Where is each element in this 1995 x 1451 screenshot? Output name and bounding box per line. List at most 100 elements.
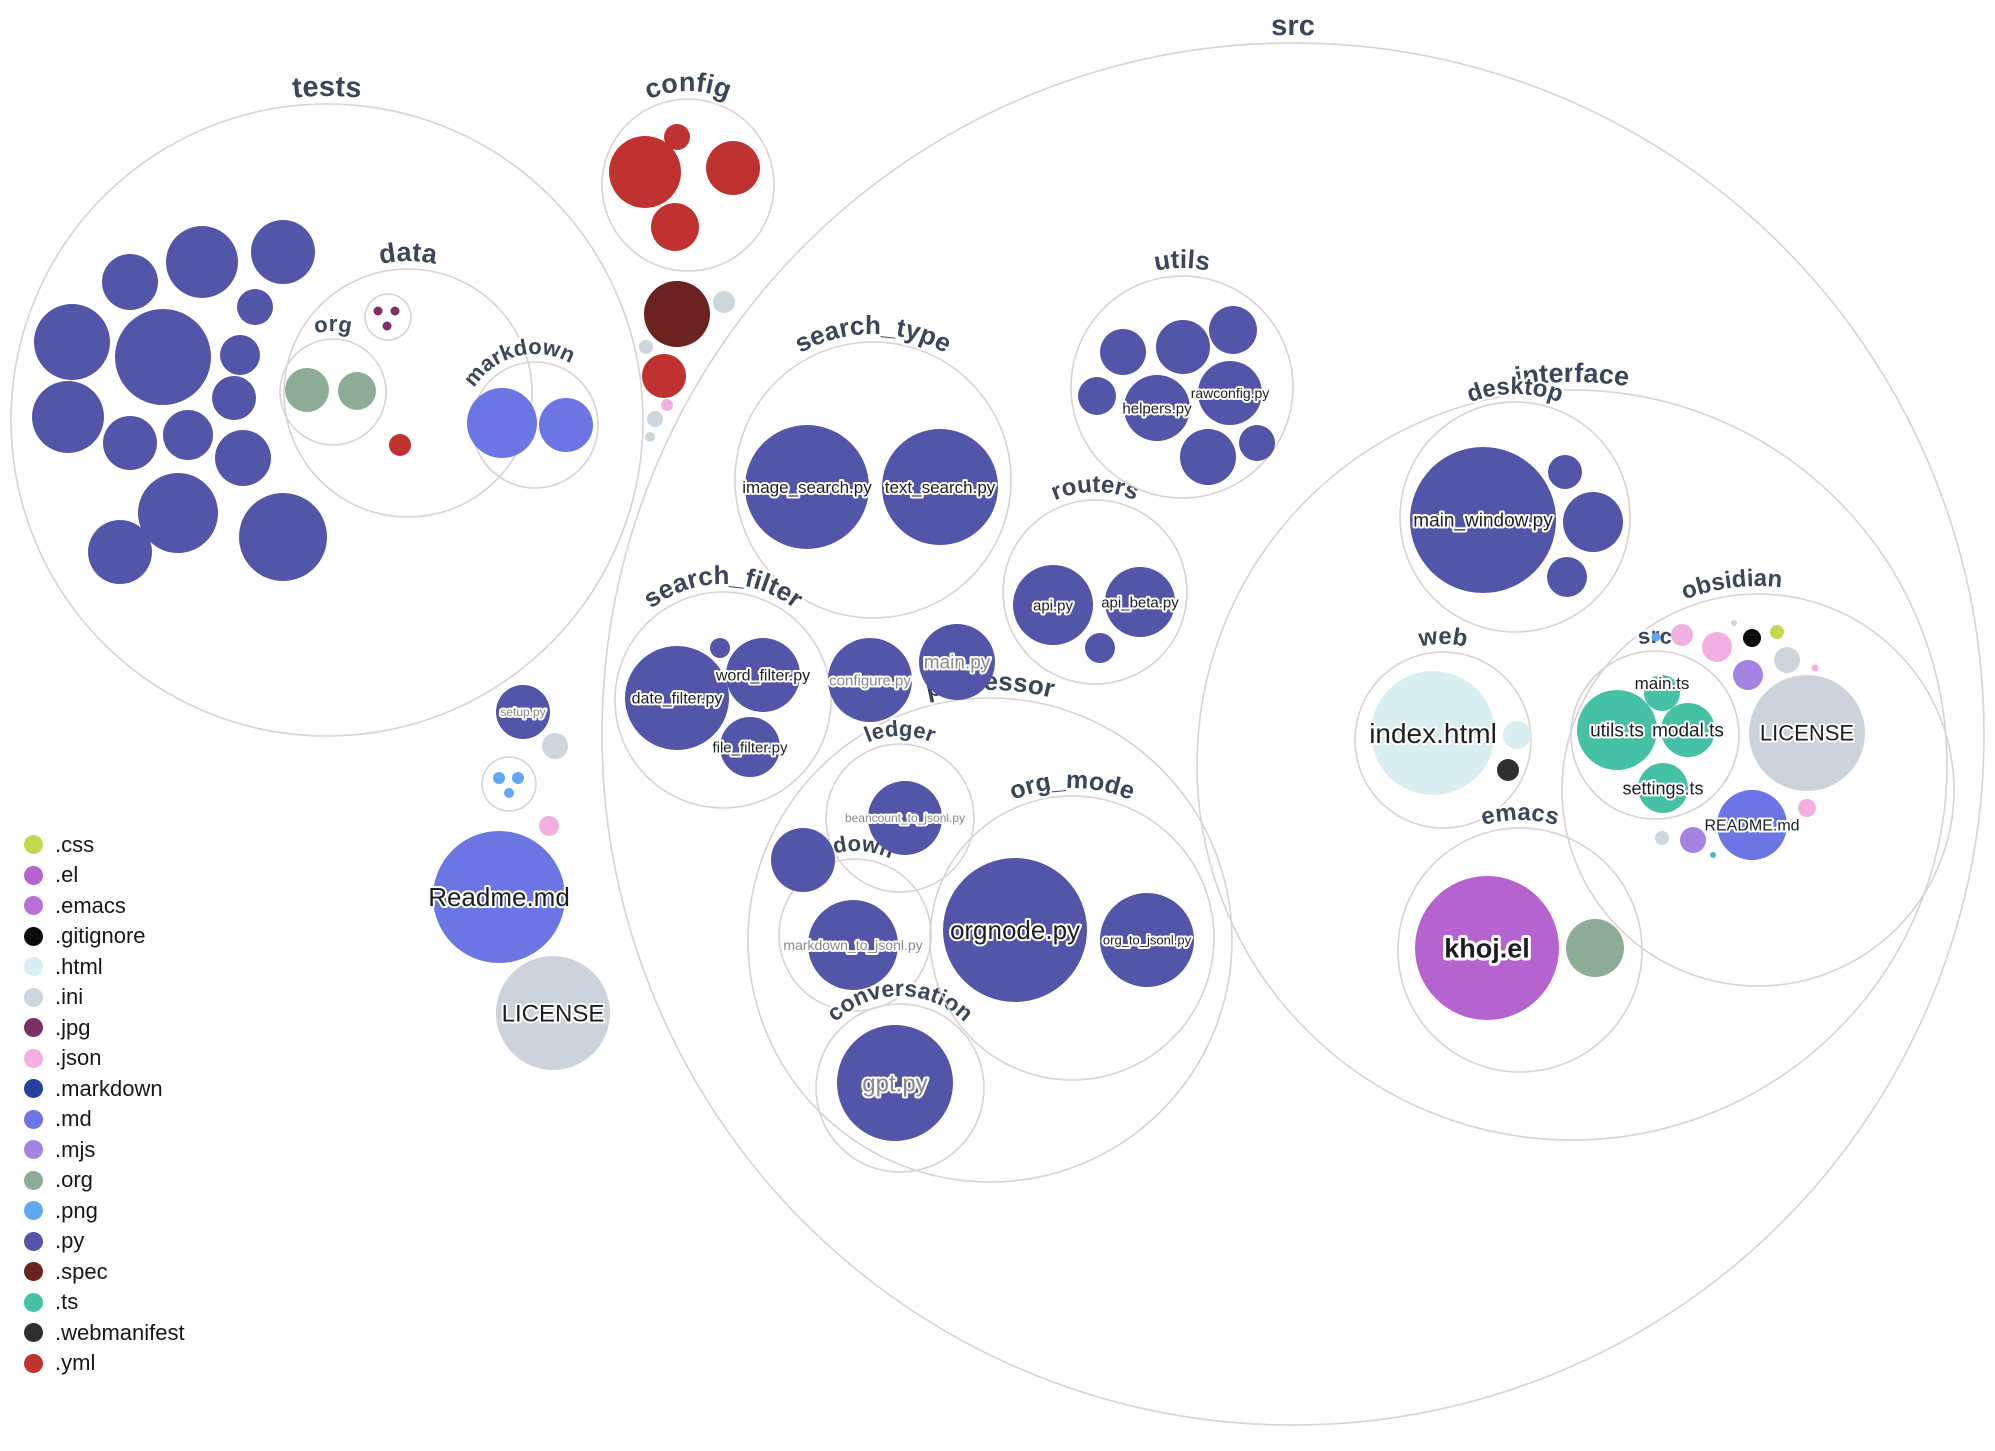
folder-web — [1354, 651, 1532, 829]
file-dot-py-54 — [1156, 320, 1210, 374]
file-dot-org-75 — [1566, 919, 1624, 977]
legend-dot-spec — [24, 1262, 43, 1281]
legend-item-markdown: .markdown — [24, 1077, 185, 1100]
file-dot-py-61 — [771, 828, 835, 892]
file-dot-png-82 — [1651, 632, 1661, 642]
file-dot-py-14 — [88, 520, 152, 584]
file-dot-css-87 — [1770, 625, 1784, 639]
file-dot-py-3 — [237, 289, 273, 325]
legend: .css .el .emacs .gitignore .html .ini .jpg .jso… — [24, 833, 185, 1375]
file-main_window.py — [1410, 447, 1556, 593]
folder-search_type — [734, 341, 1012, 619]
legend-dot-html — [24, 957, 43, 976]
file-dot-mjs-90 — [1733, 660, 1763, 690]
file-dot-py-4 — [34, 304, 110, 380]
folder-label-interface: interface — [1513, 358, 1631, 392]
file-dot-html-72 — [1503, 721, 1531, 749]
file-orgnode.py — [943, 858, 1087, 1002]
folder-src — [601, 42, 1985, 1426]
file-dot-py-69 — [1563, 492, 1623, 552]
file-dot-json-84 — [1702, 632, 1732, 662]
legend-item-css: .css — [24, 833, 185, 856]
legend-item-yml: .yml — [24, 1352, 185, 1375]
legend-item-el: .el — [24, 864, 185, 887]
file-dot-py-10 — [163, 410, 213, 460]
file-dot-yml-25 — [706, 141, 760, 195]
file-dot-py-7 — [212, 376, 256, 420]
file-dot-ini-35 — [542, 733, 568, 759]
folder-emacs — [1397, 827, 1643, 1073]
legend-item-ts: .ts — [24, 1291, 185, 1314]
file-dot-ini-33 — [645, 432, 655, 442]
file-dot-spec-27 — [644, 281, 710, 347]
legend-dot-mjs — [24, 1140, 43, 1159]
file-image_search.py-label: image_search.py — [742, 478, 872, 497]
folder-png-group — [481, 756, 537, 812]
folder-label-utils: utils — [1152, 244, 1213, 277]
file-Readme.md — [433, 831, 565, 963]
file-dot-yml-24 — [664, 124, 690, 150]
file-dot-gitignore-86 — [1743, 629, 1761, 647]
folder-label-emacs: emacs — [1478, 799, 1562, 831]
file-dot-org-15 — [285, 368, 329, 412]
folder-label-data: data — [377, 237, 440, 270]
file-dot-ini-91 — [1655, 831, 1669, 845]
file-dot-yml-30 — [642, 354, 686, 398]
legend-item-html: .html — [24, 955, 185, 978]
file-dot-md-21 — [539, 398, 593, 452]
file-setup.py-label: setup.py — [500, 705, 545, 719]
legend-dot-css — [24, 835, 43, 854]
folder-label-src: src — [1271, 10, 1315, 42]
file-utils.ts-label: utils.ts — [1590, 721, 1644, 742]
legend-label-gitignore: .gitignore — [55, 923, 146, 948]
folder-conversation — [815, 1003, 985, 1173]
file-dot-ini-32 — [647, 411, 663, 427]
file-dot-py-5 — [115, 309, 211, 405]
file-index.html-label: index.html — [1369, 718, 1497, 749]
file-dot-py-9 — [103, 416, 157, 470]
file-LICENSE — [496, 956, 610, 1070]
file-dot-py-13 — [239, 493, 327, 581]
folder-label-web: web — [1416, 623, 1470, 653]
folder-obsidian-src — [1570, 650, 1740, 820]
file-main.ts-label: main.ts — [1635, 674, 1690, 693]
legend-dot-png — [24, 1201, 43, 1220]
legend-item-org: .org — [24, 1169, 185, 1192]
file-dot-py-2 — [251, 220, 315, 284]
folder-tests — [10, 103, 644, 737]
file-dot-ini-88 — [1774, 647, 1800, 673]
file-LICENSE — [1749, 675, 1865, 791]
file-dot-yml-23 — [609, 136, 681, 208]
file-khoj.el-label: khoj.el — [1444, 933, 1530, 963]
legend-item-md: .md — [24, 1108, 185, 1131]
file-dot-webmanifest-73 — [1497, 759, 1519, 781]
folder-data-jpg-group — [364, 293, 412, 341]
file-dot-json-94 — [1798, 799, 1816, 817]
file-text_search.py-label: text_search.py — [885, 478, 996, 497]
file-image_search.py — [745, 425, 869, 549]
file-date_filter.py-label: date_filter.py — [632, 691, 723, 708]
legend-item-emacs: .emacs — [24, 894, 185, 917]
file-main.ts — [1644, 675, 1680, 711]
file-file_filter.py — [720, 717, 780, 777]
file-dot-py-47 — [710, 638, 730, 658]
file-api_beta.py-label: api_beta.py — [1101, 594, 1179, 611]
file-dot-jpg-19 — [382, 321, 392, 331]
file-dot-yml-22 — [389, 434, 411, 456]
folder-label-search_type: search_type — [789, 310, 956, 359]
file-org_to_jsonl.py — [1100, 893, 1194, 987]
file-settings.ts-label: settings.ts — [1622, 778, 1703, 798]
legend-item-webmanifest: .webmanifest — [24, 1321, 185, 1344]
legend-label-png: .png — [55, 1197, 98, 1223]
legend-label-emacs: .emacs — [55, 892, 126, 918]
file-org_to_jsonl.py-label: org_to_jsonl.py — [1103, 933, 1192, 948]
legend-label-yml: .yml — [55, 1350, 96, 1375]
legend-label-mjs: .mjs — [55, 1136, 96, 1162]
file-main.py-label: main.py — [924, 653, 991, 674]
file-main_window.py-label: main_window.py — [1413, 511, 1553, 532]
file-dot-py-55 — [1209, 306, 1257, 354]
legend-label-ini: .ini — [55, 984, 84, 1009]
legend-item-mjs: .mjs — [24, 1138, 185, 1161]
folder-label-tests: tests — [291, 71, 363, 105]
file-dot-json-89 — [1811, 664, 1819, 672]
